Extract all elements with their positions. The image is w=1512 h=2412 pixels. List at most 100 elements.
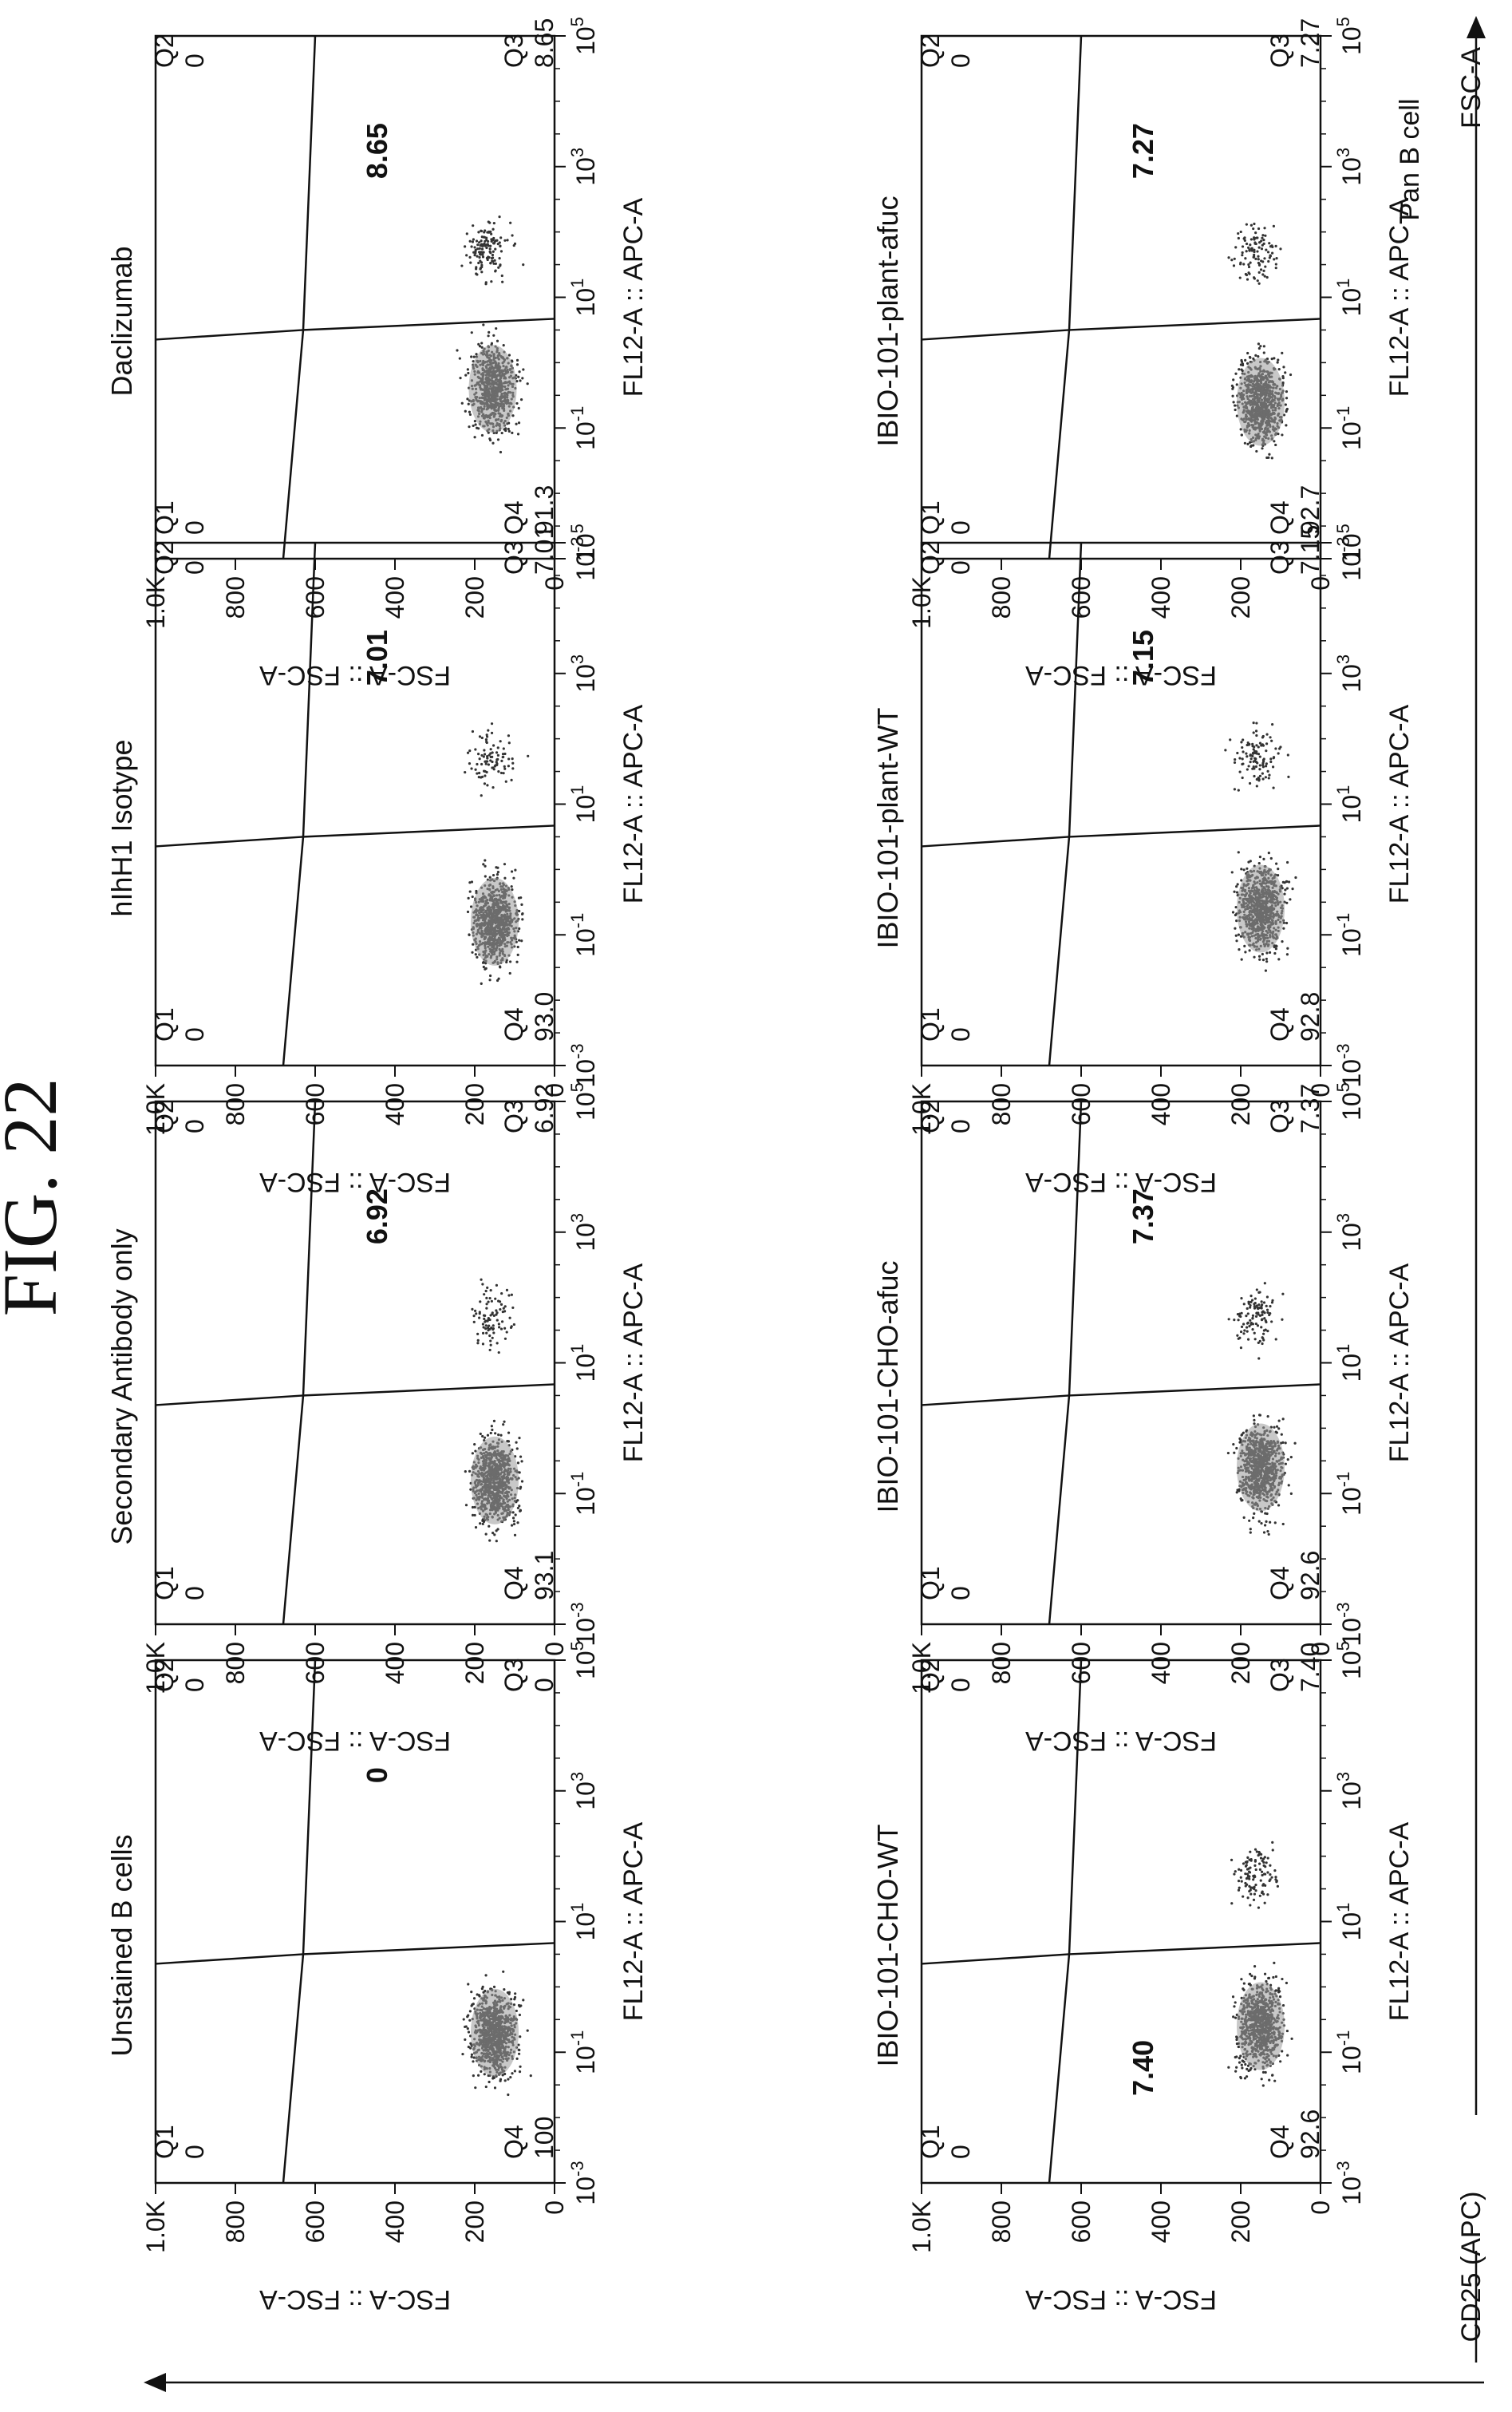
- event-dot: [1249, 1892, 1252, 1895]
- event-dot: [478, 1994, 480, 1996]
- event-dot: [519, 2066, 521, 2068]
- event-dot: [1262, 1861, 1265, 1864]
- event-dot: [511, 2072, 513, 2074]
- event-dot: [1261, 1874, 1263, 1876]
- dense-core: [469, 345, 517, 433]
- event-dot: [1238, 1868, 1240, 1871]
- event-dot: [485, 1532, 488, 1535]
- event-dot: [471, 2003, 473, 2006]
- figure-title: FIG. 22: [0, 1078, 73, 1317]
- quadrant-name: Q3: [499, 540, 528, 575]
- event-dot: [481, 1283, 484, 1285]
- gate-line: [1069, 1384, 1321, 1395]
- gate-value: 0: [361, 1767, 393, 1783]
- x-tick-label: 103: [567, 1772, 600, 1810]
- event-dot: [517, 433, 519, 435]
- event-dot: [499, 965, 501, 967]
- event-dot: [1279, 2060, 1281, 2062]
- event-dot: [480, 342, 483, 344]
- event-dot: [484, 753, 486, 755]
- event-dot: [491, 761, 493, 763]
- event-dot: [530, 2074, 532, 2077]
- y-tick-label: 400: [1147, 2200, 1175, 2243]
- event-dot: [483, 1315, 485, 1317]
- y-tick-label: 200: [460, 1642, 489, 1684]
- event-dot: [470, 2056, 472, 2058]
- event-dot: [516, 359, 519, 362]
- event-dot: [489, 262, 491, 264]
- event-dot: [495, 327, 497, 330]
- event-dot: [1261, 1871, 1263, 1873]
- event-dot: [497, 754, 499, 757]
- y-axis-label: FSC-A :: FSC-A: [1025, 2284, 1217, 2315]
- event-dot: [1270, 1876, 1273, 1879]
- y-tick-label: 800: [987, 1642, 1016, 1684]
- event-dot: [512, 1516, 515, 1519]
- event-dot: [511, 1307, 514, 1309]
- x-tick-label: 10-3: [1333, 2161, 1366, 2204]
- panel-title: IBIO-101-CHO-WT: [871, 1824, 904, 2066]
- event-dot: [1234, 2070, 1237, 2073]
- event-dot: [509, 972, 511, 975]
- quadrant-name: Q4: [1265, 2125, 1294, 2159]
- event-dot: [520, 1460, 523, 1462]
- event-dot: [490, 1344, 492, 1346]
- event-dot: [464, 374, 467, 377]
- event-dot: [486, 735, 488, 737]
- event-dot: [497, 243, 499, 245]
- event-dot: [481, 1435, 484, 1437]
- event-dot: [472, 1452, 474, 1454]
- x-tick-label: 10-3: [567, 1043, 600, 1087]
- event-dot: [507, 1432, 510, 1434]
- quadrant-value: 8.65: [530, 18, 559, 68]
- event-dot: [1282, 2004, 1285, 2007]
- quadrant-value: 0: [180, 1586, 209, 1600]
- event-dot: [499, 1434, 502, 1437]
- event-dot: [475, 953, 477, 955]
- event-dot: [511, 432, 513, 434]
- event-dot: [500, 1303, 503, 1306]
- quadrant-name: Q1: [150, 1566, 179, 1600]
- event-dot: [489, 975, 491, 977]
- event-dot: [505, 961, 507, 963]
- event-dot: [491, 1337, 494, 1339]
- event-dot: [1253, 1965, 1256, 1967]
- event-dot: [1227, 2066, 1230, 2069]
- event-dot: [1254, 1884, 1257, 1886]
- gate-line: [922, 1954, 1069, 1963]
- event-dot: [472, 224, 474, 227]
- event-dot: [509, 222, 511, 224]
- event-dot: [503, 1421, 505, 1423]
- event-dot: [503, 877, 506, 880]
- gate-line: [156, 1954, 303, 1963]
- event-dot: [493, 1533, 495, 1536]
- x-tick-label: 103: [1333, 1213, 1366, 1251]
- event-dot: [1253, 1975, 1256, 1978]
- event-dot: [521, 1480, 523, 1482]
- event-dot: [1241, 2064, 1243, 2066]
- event-dot: [518, 910, 520, 912]
- event-dot: [1281, 1978, 1283, 1980]
- event-dot: [479, 267, 481, 270]
- event-dot: [1264, 1873, 1266, 1876]
- event-dot: [472, 1315, 475, 1317]
- event-dot: [1230, 1902, 1233, 1904]
- event-dot: [491, 254, 494, 256]
- event-dot: [507, 734, 510, 737]
- event-dot: [488, 1325, 490, 1327]
- event-dot: [1265, 2071, 1267, 2074]
- event-dot: [508, 1993, 511, 1995]
- event-dot: [1269, 1864, 1271, 1867]
- event-dot: [513, 244, 515, 247]
- event-dot: [481, 253, 484, 255]
- event-dot: [482, 255, 484, 258]
- event-dot: [515, 1441, 517, 1444]
- y-tick-label: 200: [460, 2200, 489, 2243]
- event-dot: [1238, 2062, 1241, 2064]
- event-dot: [470, 245, 472, 247]
- y-tick-label: 0: [1306, 2200, 1335, 2215]
- event-dot: [511, 1294, 513, 1296]
- event-dot: [518, 2049, 520, 2051]
- y-tick-label: 600: [1067, 2200, 1096, 2243]
- event-dot: [504, 1338, 507, 1340]
